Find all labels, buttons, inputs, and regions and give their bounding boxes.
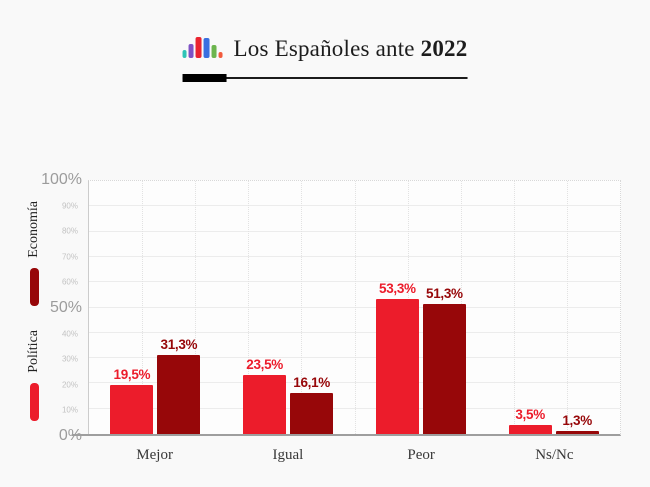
logo-bar-green [211,45,217,58]
legend-item-economía: Economía [26,201,42,306]
x-label-igual: Igual [272,447,304,463]
logo-bar-blue [203,38,210,58]
x-label-nsnc: Ns/Nc [535,447,574,463]
v-gridline-50 [354,181,356,434]
title-year: 2022 [420,36,468,61]
y-tick-40: 40% [61,329,78,339]
y-tick-10: 10% [61,405,78,415]
bar-group-mejor: 19,5% 31,3% [89,181,222,434]
bar-value-label: 19,5% [113,366,151,382]
y-tick-50: 50% [49,299,82,316]
y-tick-0: 0% [58,427,82,444]
x-label-mejor: Mejor [136,447,173,463]
bar-economía-igual: 16,1% [290,375,334,434]
bar-value-label: 23,5% [246,356,284,372]
legend-item-política: Política [26,330,42,421]
bar-value-label: 1,3% [562,412,592,428]
bar-value-label: 51,3% [425,286,463,302]
bar-política-mejor: 19,5% [110,367,154,434]
v-gridline-10 [142,181,144,434]
bar-economía-nsnc: 1,3% [555,413,599,434]
y-tick-30: 30% [61,354,78,364]
bar-groups: 19,5% 31,3% 23,5% 16,1% 53,3% 51,3% 3,5% 1,3% [89,181,620,434]
title-underline [182,74,468,82]
x-axis-labels: Mejor Igual Peor Ns/Nc [88,447,621,464]
v-gridline-30 [248,181,250,434]
y-tick-100: 100% [41,171,82,188]
logo-bar-teal [182,50,187,58]
logo-bar-red [195,37,202,58]
y-tick-70: 70% [61,252,78,262]
bar-economía-peor: 51,3% [422,286,466,434]
legend-swatch [29,267,39,306]
logo-bar-orange [218,52,223,58]
y-tick-80: 80% [61,226,78,236]
mini-bar-chart-logo-icon [182,37,223,60]
bar-value-label: 31,3% [160,336,198,352]
bar-economía-mejor: 31,3% [157,337,201,434]
logo-bar-purple [188,44,194,58]
bar-value-label: 16,1% [293,375,331,391]
chart-legend: Economía Política [20,183,48,439]
bar-política-igual: 23,5% [243,357,287,434]
y-tick-90: 90% [61,201,78,211]
v-gridline-40 [301,181,303,434]
bar-política-nsnc: 3,5% [508,407,552,434]
title-underline-accent [182,74,227,82]
bar-value-label: 3,5% [515,407,545,423]
y-axis: 100% 90% 80% 70% 60% 50% 40% 30% 20% 10% 0% [0,171,84,444]
x-label-peor: Peor [407,447,435,463]
legend-swatch [29,382,39,421]
bar-group-peor: 53,3% 51,3% [355,181,488,434]
bar-value-label: 53,3% [378,281,416,297]
title-prefix: Los Españoles ante [233,36,421,61]
header-row: Los Españoles ante 2022 [182,33,468,65]
plot-area: 19,5% 31,3% 23,5% 16,1% 53,3% 51,3% 3,5% 1,3% [72,180,621,436]
page-title: Los Españoles ante 2022 [234,36,468,62]
y-tick-60: 60% [61,277,78,287]
v-gridline-80 [513,181,515,434]
y-tick-20: 20% [61,380,78,390]
bar-política-peor: 53,3% [375,281,419,434]
bar-group-nsnc: 3,5% 1,3% [487,181,620,434]
v-gridline-20 [195,181,197,434]
bar-group-igual: 23,5% 16,1% [222,181,355,434]
v-gridline-90 [566,181,568,434]
header: Los Españoles ante 2022 [182,33,468,82]
